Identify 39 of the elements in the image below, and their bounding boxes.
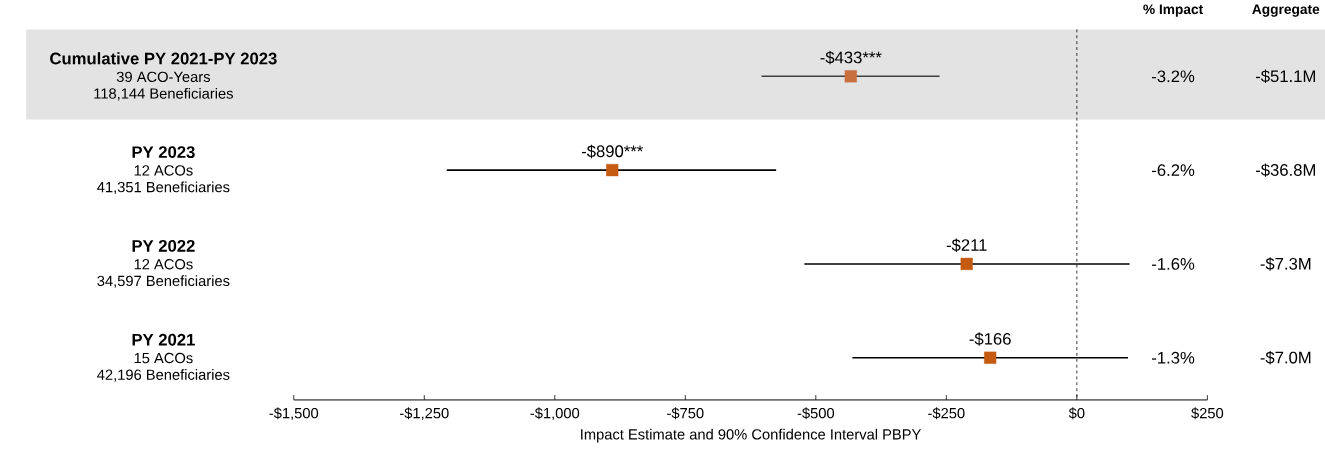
y-tick-label: Cumulative PY 2021-PY 2023 <box>50 52 277 65</box>
text: Aggregate <box>1252 4 1320 17</box>
x-tick-label: $250 <box>1191 407 1224 420</box>
point <box>606 164 619 177</box>
text: 15 ACOs <box>134 352 193 364</box>
point <box>960 257 973 271</box>
text: -$36.8M <box>1255 163 1315 177</box>
text: 39 ACO-Years <box>116 71 210 83</box>
text: 41,351 Beneficiaries <box>97 181 230 195</box>
data-label: -$890*** <box>581 144 643 159</box>
y-tick-label: PY 2023 <box>132 146 195 159</box>
x-tick-label: $0 <box>1068 407 1085 420</box>
data-label: -$166 <box>969 332 1011 346</box>
point <box>844 70 857 83</box>
text: -$51.1M <box>1255 69 1315 84</box>
annotation: -6.2% <box>1152 164 1195 177</box>
text: 12 ACOs <box>134 165 193 176</box>
x-tick-label: -$1,250 <box>399 407 449 421</box>
text: -$7.3M <box>1260 257 1311 271</box>
y-tick-label: PY 2022 <box>132 240 195 252</box>
text: 12 ACOs <box>134 259 193 270</box>
text: 34,597 Beneficiaries <box>97 275 230 288</box>
y-tick-label: PY 2021 <box>132 333 195 346</box>
annotation: -1.3% <box>1152 351 1195 364</box>
text: % Impact <box>1143 4 1203 17</box>
annotation: -3.2% <box>1152 70 1195 83</box>
data-label: -$433*** <box>820 50 882 65</box>
x-tick-label: -$500 <box>797 407 835 420</box>
x-tick-label: -$1,500 <box>269 407 319 421</box>
annotation: -1.6% <box>1152 258 1195 270</box>
text: -$7.0M <box>1260 351 1311 365</box>
x-tick-label: -$1,000 <box>530 407 580 421</box>
x-tick-label: -$250 <box>928 407 965 420</box>
data-label: -$211 <box>946 238 987 253</box>
text: 118,144 Beneficiaries <box>94 88 233 101</box>
point <box>984 351 997 364</box>
x-axis-title: Impact Estimate and 90% Confidence Interval PBPY <box>581 428 922 443</box>
text: 42,196 Beneficiaries <box>97 369 230 382</box>
x-tick-label: -$750 <box>667 407 704 420</box>
